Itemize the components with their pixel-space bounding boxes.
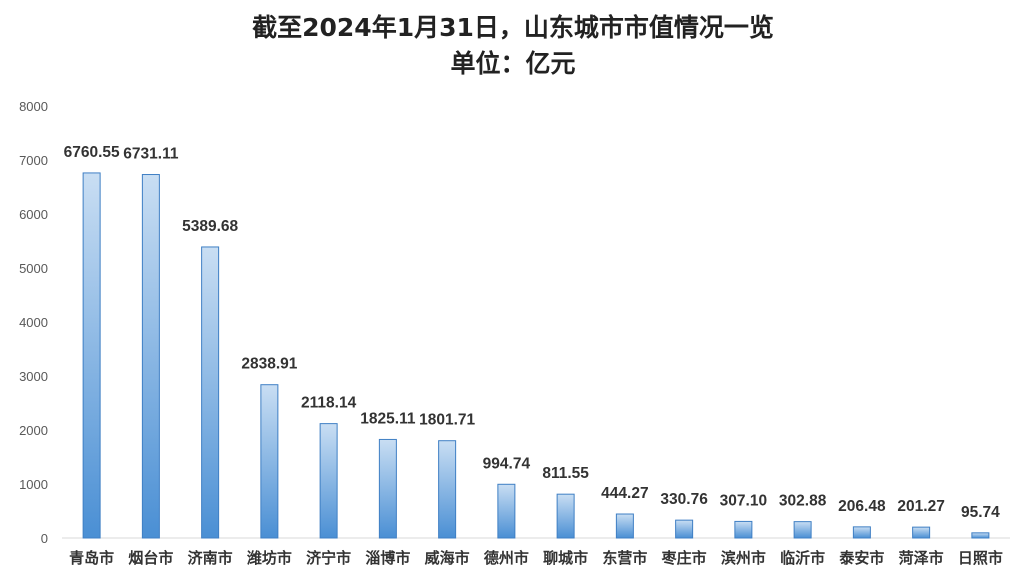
data-label: 6731.11 [123, 146, 179, 163]
x-tick-label: 济宁市 [306, 549, 351, 567]
data-label: 5389.68 [182, 218, 238, 235]
x-tick-label: 东营市 [602, 549, 647, 567]
data-label: 95.74 [961, 504, 1000, 521]
bar [675, 519, 694, 539]
y-tick-label: 3000 [19, 369, 48, 384]
x-tick-label: 威海市 [425, 549, 470, 567]
bar [141, 174, 160, 539]
y-tick-label: 2000 [19, 423, 48, 438]
bar [556, 493, 575, 539]
x-tick-label: 聊城市 [543, 549, 588, 567]
data-label: 444.27 [601, 485, 648, 502]
x-tick-label: 菏泽市 [899, 549, 944, 567]
bar [201, 246, 220, 539]
x-tick-label: 泰安市 [838, 549, 884, 567]
bar [497, 483, 516, 539]
bar [438, 440, 457, 539]
y-tick-label: 0 [41, 531, 48, 546]
chart-subtitle: 单位：亿元 [450, 49, 575, 78]
x-tick-label: 烟台市 [128, 549, 173, 567]
bar [260, 384, 279, 539]
x-tick-label: 德州市 [484, 549, 529, 567]
bar [912, 526, 931, 539]
data-label: 201.27 [897, 498, 944, 515]
data-label: 6760.55 [64, 144, 120, 161]
x-tick-label: 淄博市 [365, 549, 410, 567]
bar [615, 513, 634, 539]
bar [793, 521, 812, 539]
data-label: 811.55 [542, 465, 589, 482]
data-label: 994.74 [483, 455, 531, 472]
y-tick-label: 7000 [19, 153, 48, 168]
data-label: 2118.14 [301, 395, 357, 412]
data-label: 206.48 [838, 498, 886, 515]
x-tick-label: 潍坊市 [247, 549, 292, 567]
x-tick-label: 枣庄市 [661, 549, 707, 567]
data-label: 302.88 [779, 493, 827, 510]
bar [378, 438, 397, 539]
y-tick-label: 4000 [19, 315, 48, 330]
chart-title: 截至2024年1月31日，山东城市市值情况一览 [252, 13, 774, 42]
bar [319, 423, 338, 539]
bar [734, 520, 753, 539]
bars-group [82, 172, 990, 539]
y-tick-label: 1000 [19, 477, 48, 492]
y-tick-label: 8000 [19, 99, 48, 114]
x-tick-label: 临沂市 [780, 549, 825, 567]
bar [852, 526, 871, 539]
data-label: 330.76 [660, 491, 708, 508]
x-tick-label: 滨州市 [721, 549, 766, 567]
x-tick-label: 日照市 [958, 549, 1003, 567]
data-label: 1801.71 [419, 412, 475, 429]
data-label: 1825.11 [360, 410, 416, 427]
data-label: 2838.91 [241, 356, 297, 373]
y-axis: 0 1000 2000 3000 4000 5000 6000 7000 8000 [19, 99, 48, 546]
y-tick-label: 6000 [19, 207, 48, 222]
data-label: 307.10 [720, 492, 767, 509]
x-tick-label: 济南市 [188, 549, 233, 567]
x-tick-label: 青岛市 [69, 549, 114, 567]
y-tick-label: 5000 [19, 261, 48, 276]
bar [971, 532, 990, 539]
x-axis: 青岛市 烟台市 济南市 潍坊市 济宁市 淄博市 威海市 德州市 聊城市 东营市 枣庄市 滨州市 临沂市泰… [69, 549, 1003, 567]
data-labels-group: 6760.55 6731.11 5389.68 2838.91 2118.141825.… [64, 144, 1001, 521]
bar [82, 172, 101, 539]
